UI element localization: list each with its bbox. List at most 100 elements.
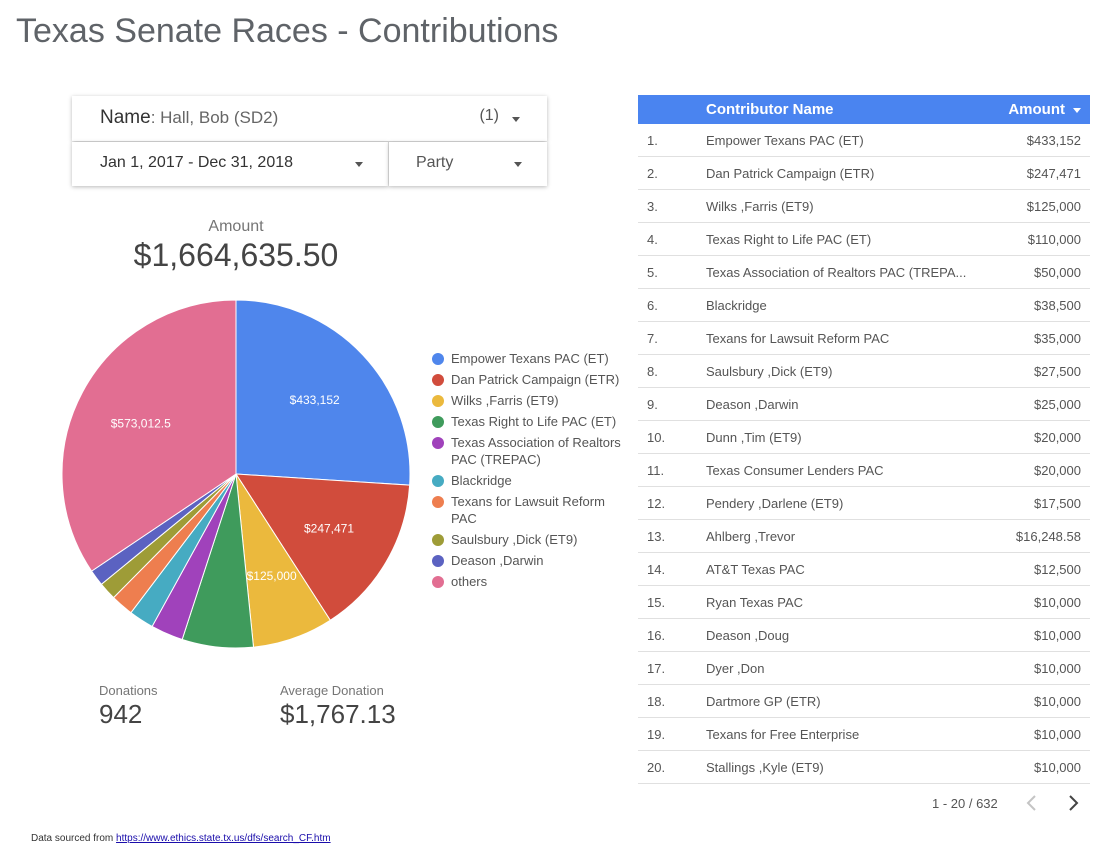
row-index: 15. [638,585,706,619]
table-row[interactable]: 11. Texas Consumer Lenders PAC $20,000 [638,453,1090,487]
amount-value: $1,664,635.50 [133,237,339,273]
sort-descending-icon [1073,107,1081,113]
pie-slice[interactable] [235,299,411,486]
contributor-name: Texas Consumer Lenders PAC [706,453,999,487]
legend-item[interactable]: Deason ,Darwin [432,552,632,569]
contribution-amount: $10,000 [998,651,1090,685]
donations-value: 942 [99,699,143,729]
source-prefix: Data sourced from [31,833,117,844]
legend-item[interactable]: Empower Texans PAC (ET) [432,350,632,367]
contribution-amount: $35,000 [998,321,1090,355]
contributor-name: Dyer ,Don [706,651,999,685]
table-row[interactable]: 16. Deason ,Doug $10,000 [638,618,1090,652]
previous-page-button[interactable] [1022,792,1042,814]
legend-swatch [432,437,444,449]
contribution-amount: $16,248.58 [998,519,1090,553]
legend-label: others [451,574,488,589]
contributor-name: Wilks ,Farris (ET9) [706,189,999,223]
contribution-amount: $247,471 [998,156,1090,190]
amount-header-label: Amount [1008,101,1065,118]
table-row[interactable]: 14. AT&T Texas PAC $12,500 [638,552,1090,586]
amount-column-header[interactable]: Amount [998,95,1090,124]
source-link[interactable]: https://www.ethics.state.tx.us/dfs/searc… [116,833,331,844]
next-page-button[interactable] [1063,792,1083,814]
legend-item[interactable]: Blackridge [432,472,632,489]
contributor-name: Texans for Lawsuit Reform PAC [706,321,999,355]
table-row[interactable]: 15. Ryan Texas PAC $10,000 [638,585,1090,619]
date-range-dropdown[interactable]: Jan 1, 2017 - Dec 31, 2018 [72,142,388,186]
table-row[interactable]: 20. Stallings ,Kyle (ET9) $10,000 [638,750,1090,784]
row-index: 3. [638,189,706,223]
contribution-amount: $10,000 [998,717,1090,751]
row-index: 18. [638,684,706,718]
table-header-row: Contributor Name Amount [638,95,1090,124]
contribution-amount: $125,000 [998,189,1090,223]
legend-swatch [432,353,444,365]
legend-swatch [432,534,444,546]
legend-item[interactable]: Texas Right to Life PAC (ET) [432,413,632,430]
legend-label: Dan Patrick Campaign (ETR) [451,372,620,387]
party-filter-dropdown[interactable]: Party [389,142,547,186]
row-index: 2. [638,156,706,190]
contributor-name-column-header[interactable]: Contributor Name [706,95,999,124]
contributor-name: Stallings ,Kyle (ET9) [706,750,999,784]
table-row[interactable]: 4. Texas Right to Life PAC (ET) $110,000 [638,222,1090,256]
legend-item[interactable]: others [432,573,632,590]
date-range-value: Jan 1, 2017 - Dec 31, 2018 [100,154,294,171]
table-row[interactable]: 10. Dunn ,Tim (ET9) $20,000 [638,420,1090,454]
name-filter-value: : Hall, Bob (SD2) [150,108,279,127]
table-row[interactable]: 6. Blackridge $38,500 [638,288,1090,322]
contributor-name: Ryan Texas PAC [706,585,999,619]
legend-label: Saulsbury ,Dick (ET9) [451,532,578,547]
row-index: 9. [638,387,706,421]
table-row[interactable]: 12. Pendery ,Darlene (ET9) $17,500 [638,486,1090,520]
average-donation-label: Average Donation [280,683,384,698]
row-index: 11. [638,453,706,487]
page-title: Texas Senate Races - Contributions [16,12,559,50]
contributor-name-header-label: Contributor Name [706,101,834,118]
pie-slice-label: $125,000 [247,569,297,583]
table-row[interactable]: 3. Wilks ,Farris (ET9) $125,000 [638,189,1090,223]
pie-slice-label: $247,471 [304,522,354,536]
name-filter-dropdown[interactable]: Name: Hall, Bob (SD2) (1) [72,96,547,141]
row-index: 7. [638,321,706,355]
row-index: 19. [638,717,706,751]
row-index: 8. [638,354,706,388]
table-row[interactable]: 7. Texans for Lawsuit Reform PAC $35,000 [638,321,1090,355]
legend-item[interactable]: Texas Association of Realtors PAC (TREPA… [432,434,632,468]
legend-item[interactable]: Saulsbury ,Dick (ET9) [432,531,632,548]
pagination-text: 1 - 20 / 632 [932,796,998,811]
average-donation-value: $1,767.13 [280,699,396,729]
contributor-name: Pendery ,Darlene (ET9) [706,486,999,520]
legend-item[interactable]: Wilks ,Farris (ET9) [432,392,632,409]
table-row[interactable]: 2. Dan Patrick Campaign (ETR) $247,471 [638,156,1090,190]
legend-swatch [432,555,444,567]
table-row[interactable]: 1. Empower Texans PAC (ET) $433,152 [638,124,1090,157]
legend-swatch [432,416,444,428]
table-row[interactable]: 19. Texans for Free Enterprise $10,000 [638,717,1090,751]
table-row[interactable]: 9. Deason ,Darwin $25,000 [638,387,1090,421]
row-index: 12. [638,486,706,520]
table-row[interactable]: 17. Dyer ,Don $10,000 [638,651,1090,685]
pie-slice[interactable] [235,473,411,621]
contributor-name: Empower Texans PAC (ET) [706,124,999,157]
contributor-name: Ahlberg ,Trevor [706,519,999,553]
table-row[interactable]: 8. Saulsbury ,Dick (ET9) $27,500 [638,354,1090,388]
contribution-amount: $10,000 [998,585,1090,619]
legend-item[interactable]: Dan Patrick Campaign (ETR) [432,371,632,388]
contributor-name: Deason ,Doug [706,618,999,652]
contributions-pie-chart: $433,152 $247,471 $125,000 $573,012.5 [61,299,411,649]
table-row[interactable]: 5. Texas Association of Realtors PAC (TRE… [638,255,1090,289]
pie-slice[interactable] [61,299,237,572]
legend-label: Empower Texans PAC (ET) [451,351,609,366]
legend-label: Wilks ,Farris (ET9) [451,393,559,408]
contribution-amount: $12,500 [998,552,1090,586]
donations-label: Donations [99,683,158,698]
contributor-name: Dunn ,Tim (ET9) [706,420,999,454]
legend-label: Texas Association of Realtors PAC (TREPA… [451,435,621,467]
table-row[interactable]: 13. Ahlberg ,Trevor $16,248.58 [638,519,1090,553]
legend-item[interactable]: Texans for Lawsuit Reform PAC [432,493,632,527]
table-row[interactable]: 18. Dartmore GP (ETR) $10,000 [638,684,1090,718]
contributor-name: Texas Right to Life PAC (ET) [706,222,999,256]
pie-legend: Empower Texans PAC (ET) Dan Patrick Campa… [432,350,632,594]
